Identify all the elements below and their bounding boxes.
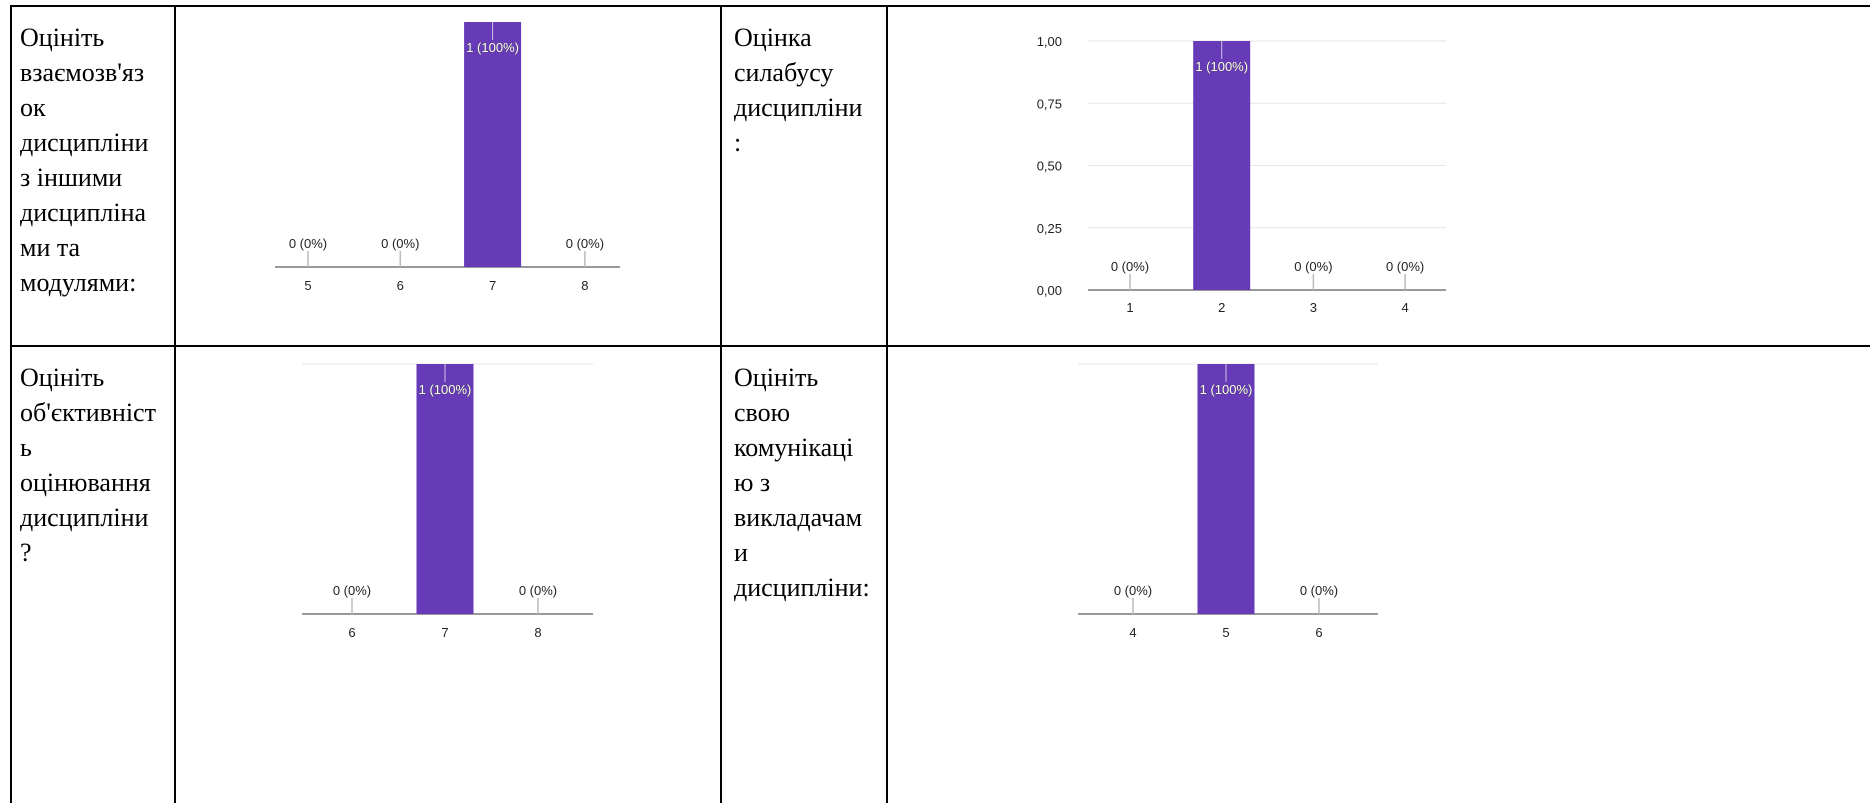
bar bbox=[1197, 364, 1255, 614]
question-label-communication: Оцініть свою комунікаці ю з викладачам и… bbox=[734, 363, 870, 602]
x-tick-label: 7 bbox=[441, 625, 448, 640]
x-tick-label: 4 bbox=[1401, 300, 1408, 315]
question-label-objectivity: Оцініть об'єктивніст ь оцінювання дисцип… bbox=[20, 363, 156, 567]
data-label: 0 (0%) bbox=[381, 236, 419, 251]
data-label: 0 (0%) bbox=[1111, 259, 1149, 274]
question-label-relationship: Оцініть взаємозв'яз ок дисципліни з інши… bbox=[20, 23, 149, 297]
bar bbox=[416, 364, 474, 614]
x-tick-label: 2 bbox=[1218, 300, 1225, 315]
data-label: 1 (100%) bbox=[466, 40, 519, 55]
table-border-middle bbox=[10, 345, 1870, 347]
data-label: 1 (100%) bbox=[1200, 382, 1253, 397]
table-border-col3 bbox=[886, 5, 888, 803]
x-tick-label: 6 bbox=[397, 278, 404, 293]
bar bbox=[464, 22, 522, 267]
data-label: 0 (0%) bbox=[566, 236, 604, 251]
data-label: 0 (0%) bbox=[1294, 259, 1332, 274]
x-tick-label: 4 bbox=[1129, 625, 1136, 640]
x-tick-label: 5 bbox=[304, 278, 311, 293]
table-border-left bbox=[10, 5, 12, 803]
bar bbox=[1193, 41, 1251, 290]
data-label: 0 (0%) bbox=[333, 583, 371, 598]
y-tick-label: 1,00 bbox=[1037, 34, 1062, 49]
x-tick-label: 8 bbox=[534, 625, 541, 640]
x-tick-label: 1 bbox=[1126, 300, 1133, 315]
x-tick-label: 7 bbox=[489, 278, 496, 293]
data-label: 0 (0%) bbox=[289, 236, 327, 251]
data-label: 0 (0%) bbox=[1300, 583, 1338, 598]
x-tick-label: 6 bbox=[348, 625, 355, 640]
table-border-col1 bbox=[174, 5, 176, 803]
question-label-syllabus: Оцінка силабусу дисципліни : bbox=[734, 23, 863, 157]
y-tick-label: 0,50 bbox=[1037, 159, 1062, 174]
x-tick-label: 6 bbox=[1315, 625, 1322, 640]
x-tick-label: 5 bbox=[1222, 625, 1229, 640]
data-label: 0 (0%) bbox=[1114, 583, 1152, 598]
y-tick-label: 0,25 bbox=[1037, 221, 1062, 236]
data-label: 1 (100%) bbox=[1195, 59, 1248, 74]
data-label: 1 (100%) bbox=[419, 382, 472, 397]
x-tick-label: 3 bbox=[1310, 300, 1317, 315]
y-tick-label: 0,00 bbox=[1037, 283, 1062, 298]
y-tick-label: 0,75 bbox=[1037, 96, 1062, 111]
data-label: 0 (0%) bbox=[1386, 259, 1424, 274]
x-tick-label: 8 bbox=[581, 278, 588, 293]
data-label: 0 (0%) bbox=[519, 583, 557, 598]
table-border-top bbox=[10, 5, 1870, 7]
table-border-col2 bbox=[720, 5, 722, 803]
